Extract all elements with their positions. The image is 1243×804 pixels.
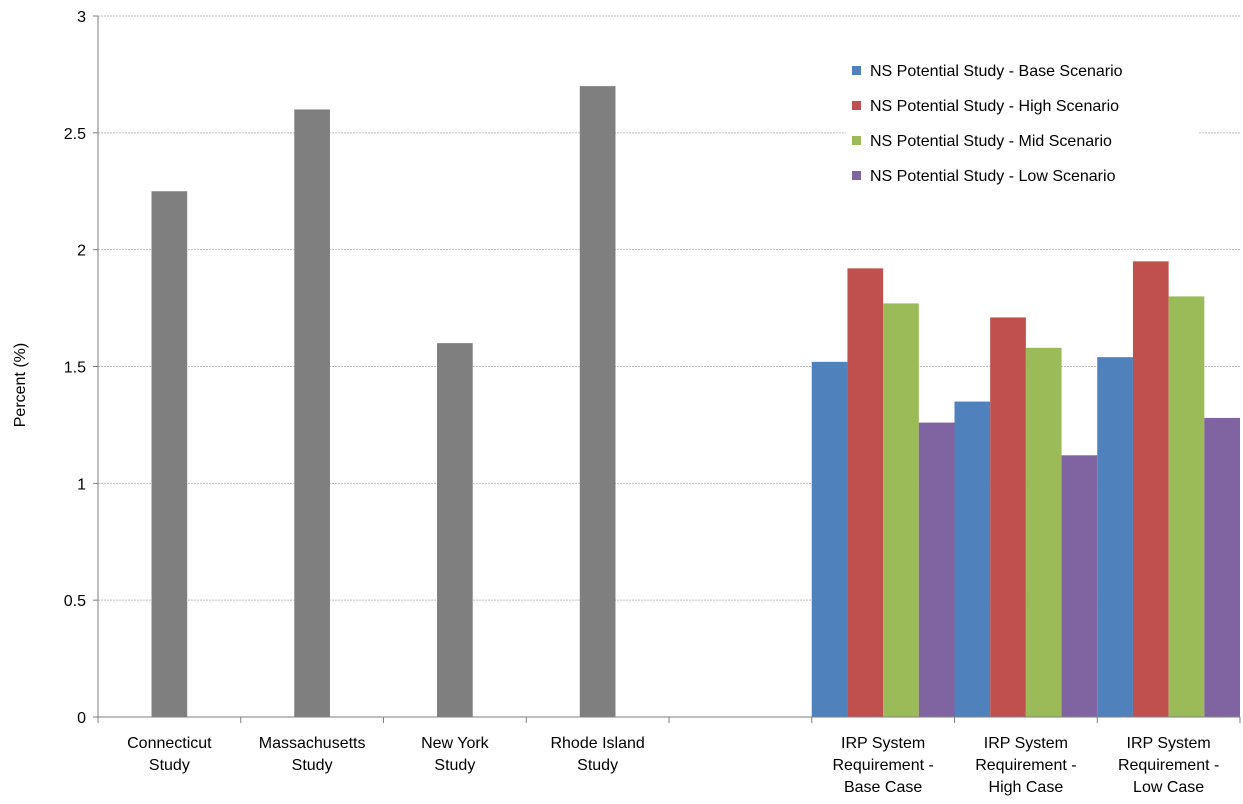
y-tick-label: 0.5 xyxy=(64,593,86,610)
y-tick-label: 0 xyxy=(77,710,86,727)
x-tick-label: IRP System xyxy=(1127,735,1211,752)
bar xyxy=(294,109,330,717)
x-tick-label: High Case xyxy=(989,779,1064,796)
x-tick-label: New York xyxy=(421,735,490,752)
legend-label: NS Potential Study - Mid Scenario xyxy=(870,133,1112,150)
bar-ns-potential-study-base-scenario xyxy=(1097,357,1133,717)
x-tick-label: Study xyxy=(434,757,475,774)
bar-ns-potential-study-low-scenario xyxy=(1204,417,1240,717)
legend-label: NS Potential Study - Base Scenario xyxy=(870,63,1123,80)
y-tick-label: 2 xyxy=(77,243,86,260)
legend: NS Potential Study - Base Scenario NS Pot… xyxy=(846,56,1198,200)
bar xyxy=(579,86,616,718)
y-tick-label: 1.5 xyxy=(64,360,86,377)
x-tick-label: Study xyxy=(292,757,333,774)
bar-ns-potential-study-mid-scenario xyxy=(883,303,919,717)
bar xyxy=(151,191,188,717)
bars xyxy=(151,86,1240,718)
legend-swatch xyxy=(852,171,861,180)
bar-ns-potential-study-mid-scenario xyxy=(1025,347,1062,717)
x-tick-label: Study xyxy=(149,757,190,774)
y-axis-label: Percent (%) xyxy=(12,343,29,427)
x-tick-label: Requirement - xyxy=(832,757,933,774)
x-tick-label: Connecticut xyxy=(127,735,212,752)
x-tick-label: Requirement - xyxy=(1118,757,1219,774)
x-tick-label: IRP System xyxy=(841,735,925,752)
y-tick-label: 3 xyxy=(77,9,86,26)
y-tick-label: 2.5 xyxy=(64,126,86,143)
x-tick-label: Rhode Island xyxy=(550,735,644,752)
legend-swatch xyxy=(852,101,861,110)
bar-ns-potential-study-low-scenario xyxy=(918,422,955,717)
x-tick-label: IRP System xyxy=(984,735,1068,752)
bar-ns-potential-study-base-scenario xyxy=(954,401,991,717)
bar-ns-potential-study-low-scenario xyxy=(1061,455,1098,717)
bar-ns-potential-study-high-scenario xyxy=(847,268,884,717)
bar xyxy=(437,343,473,717)
y-tick-label: 1 xyxy=(77,476,86,493)
legend-label: NS Potential Study - High Scenario xyxy=(870,98,1119,115)
bar-ns-potential-study-high-scenario xyxy=(990,317,1026,717)
x-tick-label: Study xyxy=(577,757,618,774)
bar-ns-potential-study-mid-scenario xyxy=(1168,296,1205,717)
x-tick-label: Requirement - xyxy=(975,757,1076,774)
x-tick-label: Base Case xyxy=(844,779,922,796)
x-tick-label: Massachusetts xyxy=(259,735,366,752)
bar-ns-potential-study-base-scenario xyxy=(811,361,848,717)
x-tick-label: Low Case xyxy=(1133,779,1204,796)
legend-label: NS Potential Study - Low Scenario xyxy=(870,168,1116,185)
bar-ns-potential-study-high-scenario xyxy=(1132,261,1169,717)
axes: 0 0.5 1 1.5 2 2.5 3 Connecticut Study Massachuset… xyxy=(64,9,1241,796)
legend-swatch xyxy=(852,66,861,75)
legend-background xyxy=(846,56,1198,200)
legend-swatch xyxy=(852,136,861,145)
